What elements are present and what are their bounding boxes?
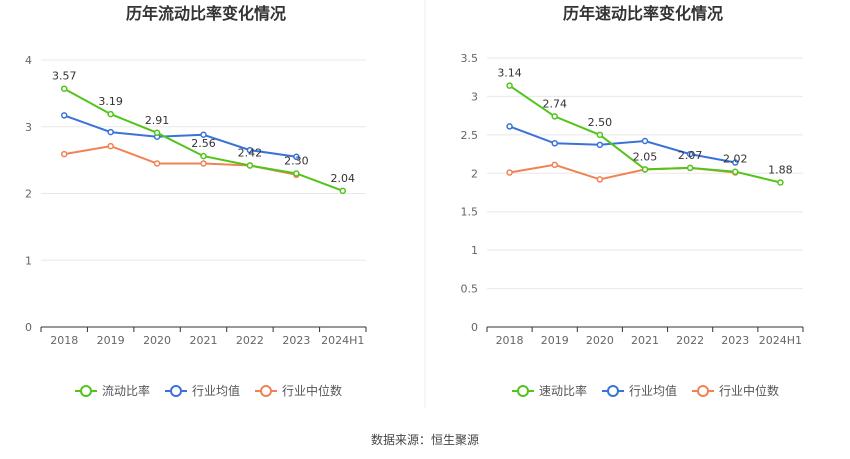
x-tick-label: 2021 xyxy=(190,334,218,347)
data-label: 2.42 xyxy=(238,146,263,159)
legend-label-industry-mean: 行业均值 xyxy=(629,383,677,398)
main-ratio-point xyxy=(107,110,114,118)
main-ratio-point xyxy=(293,170,300,177)
y-tick-label: 4 xyxy=(25,54,32,67)
industry-mean-point xyxy=(246,146,254,154)
y-tick-label: 1.5 xyxy=(461,206,479,219)
y-tick-label: 0.5 xyxy=(461,283,479,296)
y-tick-label: 3 xyxy=(25,121,32,134)
industry-mean-point xyxy=(596,141,604,149)
source-note: 数据来源：恒生聚源 xyxy=(371,432,479,447)
data-label: 3.19 xyxy=(98,95,123,108)
industry-mean-point xyxy=(641,137,649,145)
x-tick-label: 2024H1 xyxy=(759,334,802,347)
industry-median-point xyxy=(200,160,207,167)
industry-median-line xyxy=(509,163,736,181)
x-tick-label: 2019 xyxy=(97,334,125,347)
industry-mean-line xyxy=(63,114,297,158)
main-ratio-point xyxy=(732,168,739,175)
x-tick-label: 2018 xyxy=(50,334,78,347)
legend-label-industry-mean: 行业均值 xyxy=(192,383,240,398)
x-tick-label: 2023 xyxy=(721,334,749,347)
industry-mean-point xyxy=(200,131,207,139)
y-tick-label: 0 xyxy=(471,321,478,334)
x-tick-label: 2019 xyxy=(541,334,569,347)
main-ratio-point xyxy=(777,179,784,186)
legend-label-industry-median: 行业中位数 xyxy=(719,383,779,398)
data-label: 2.74 xyxy=(542,97,567,110)
main-ratio-point xyxy=(200,152,207,160)
industry-median-point xyxy=(596,176,604,183)
x-tick-label: 2023 xyxy=(282,334,310,347)
industry-mean-point xyxy=(107,128,114,136)
industry-mean-point xyxy=(506,123,513,130)
data-label: 2.56 xyxy=(191,137,216,150)
data-label: 1.88 xyxy=(768,164,793,177)
x-tick-label: 2022 xyxy=(236,334,264,347)
data-label: 2.07 xyxy=(678,149,703,162)
chart-title: 历年流动比率变化情况 xyxy=(126,4,286,23)
main-ratio-point xyxy=(641,166,649,173)
industry-mean-line xyxy=(509,125,736,164)
data-label: 3.14 xyxy=(497,67,522,80)
industry-median-point xyxy=(551,161,558,169)
main-ratio-point xyxy=(686,164,694,172)
y-tick-label: 2.5 xyxy=(461,129,479,142)
industry-mean-point xyxy=(686,150,694,158)
x-tick-label: 2022 xyxy=(676,334,704,347)
data-label: 2.30 xyxy=(284,154,309,167)
legend-label-industry-median: 行业中位数 xyxy=(282,383,342,398)
data-label: 2.04 xyxy=(331,172,356,185)
x-tick-label: 2018 xyxy=(496,334,524,347)
industry-median-point xyxy=(506,169,513,176)
industry-mean-point xyxy=(732,159,739,166)
current-ratio-chart: 历年流动比率变化情况 0 1 2 3 4 2018 2019 2020 2021 2022 2023 2… xyxy=(25,4,367,398)
x-tick-label: 2021 xyxy=(631,334,659,347)
main-ratio-point xyxy=(551,113,558,120)
main-ratio-point xyxy=(596,131,604,139)
data-label: 2.50 xyxy=(588,116,613,129)
legend-swatch-marker xyxy=(170,385,182,397)
x-tick-label: 2020 xyxy=(143,334,171,347)
industry-mean-point xyxy=(551,140,558,147)
legend-swatch-marker xyxy=(517,385,529,397)
legend-swatch-marker xyxy=(80,385,92,397)
legend-swatch-marker xyxy=(260,385,272,397)
y-tick-label: 0 xyxy=(25,321,32,334)
legend-label-main-ratio: 速动比率 xyxy=(539,383,587,398)
x-tick-label: 2020 xyxy=(586,334,614,347)
legend-label-main-ratio: 流动比率 xyxy=(102,383,150,398)
main-ratio-point xyxy=(153,129,161,137)
industry-median-point xyxy=(60,150,68,158)
quick-ratio-chart: 历年速动比率变化情况 0 0.5 1 1.5 2 2.5 3 3.5 2018 2019 2020 20… xyxy=(461,4,804,398)
y-tick-label: 3 xyxy=(471,90,478,103)
chart-title: 历年速动比率变化情况 xyxy=(563,4,723,23)
main-ratio-point xyxy=(506,82,513,89)
main-ratio-point xyxy=(246,162,254,169)
industry-median-point xyxy=(107,142,114,150)
industry-mean-point xyxy=(293,153,300,161)
main-ratio-point xyxy=(60,85,68,92)
data-label: 3.57 xyxy=(52,70,77,83)
industry-mean-point xyxy=(60,112,68,119)
legend-swatch-marker xyxy=(607,385,619,397)
y-tick-label: 1 xyxy=(25,254,32,267)
industry-median-point xyxy=(153,160,161,167)
legend-swatch-marker xyxy=(697,385,709,397)
data-label: 2.91 xyxy=(145,114,170,127)
data-label: 2.02 xyxy=(723,153,748,166)
y-tick-label: 1 xyxy=(471,244,478,257)
y-tick-label: 2 xyxy=(25,188,32,201)
x-tick-label: 2024H1 xyxy=(321,334,364,347)
main-ratio-point xyxy=(339,187,347,195)
y-tick-label: 3.5 xyxy=(461,52,479,65)
y-tick-label: 2 xyxy=(471,167,478,180)
data-label: 2.05 xyxy=(633,150,658,163)
